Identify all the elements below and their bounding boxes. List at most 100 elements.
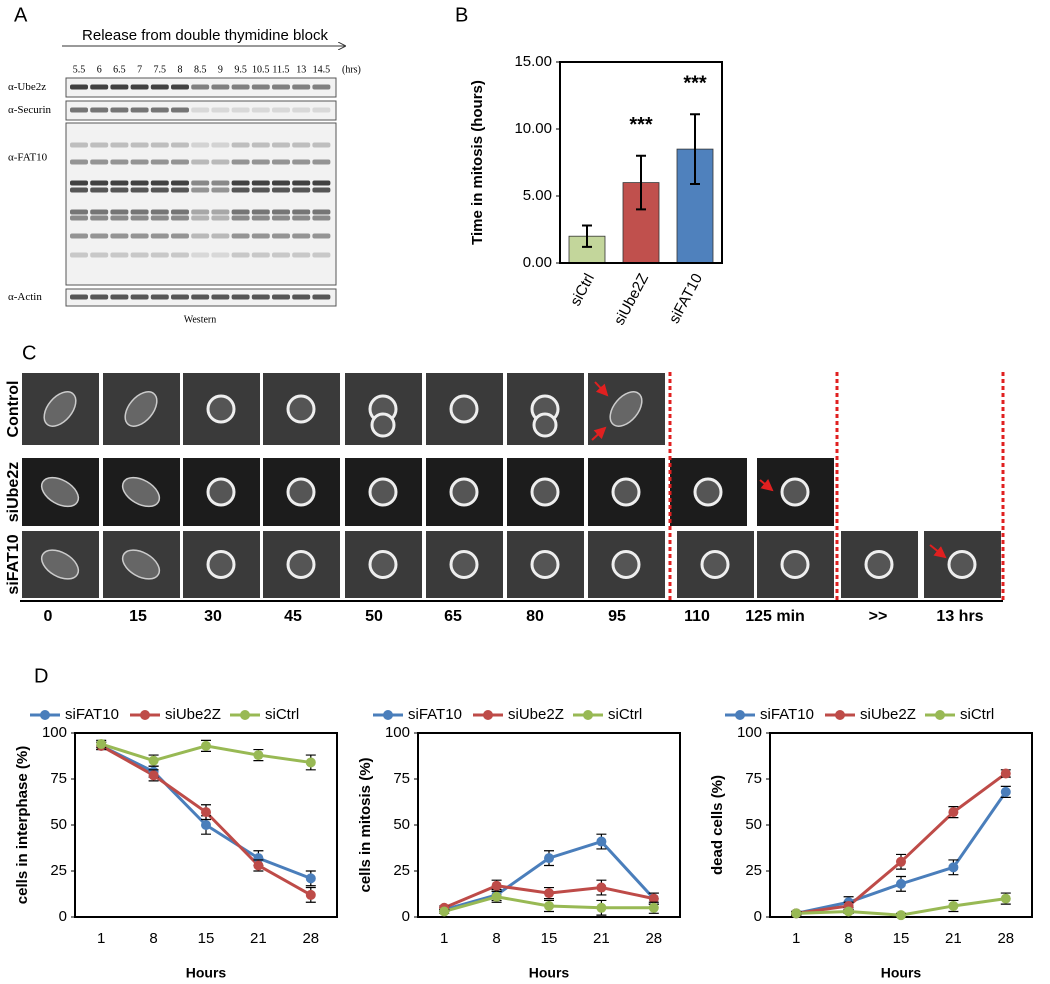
blot-band — [231, 142, 250, 148]
blot-band — [231, 84, 250, 90]
error-bar — [582, 224, 592, 248]
blot-band — [130, 187, 149, 193]
data-point — [596, 902, 607, 913]
blot-band — [231, 233, 250, 239]
blot-band — [231, 294, 250, 300]
blot-band — [90, 107, 109, 113]
blot-band — [150, 294, 169, 300]
time-label: 45 — [284, 608, 302, 625]
plot-frame — [417, 732, 681, 918]
blot-band — [251, 252, 270, 258]
data-point — [253, 860, 264, 871]
cell — [368, 550, 398, 579]
y-tick-label: 10.00 — [514, 120, 552, 137]
legend-marker — [935, 710, 945, 720]
blot-band — [251, 107, 270, 113]
blot-band — [211, 233, 230, 239]
blot-band — [130, 142, 149, 148]
blot-band — [191, 294, 210, 300]
blot-band — [110, 180, 129, 186]
blot-band — [272, 233, 290, 239]
antibody-label: α-Securin — [8, 104, 52, 116]
legend-marker — [835, 710, 845, 720]
red-arrow — [591, 426, 607, 441]
blot-band — [130, 84, 149, 90]
blot-band — [251, 159, 270, 165]
antibody-label: α-Actin — [8, 291, 42, 303]
blot-band — [130, 215, 149, 221]
blot-band — [150, 187, 169, 193]
data-point — [648, 893, 659, 904]
blot-band — [150, 107, 169, 113]
blot-band — [130, 209, 149, 215]
time-label: 0 — [44, 608, 53, 625]
data-point — [791, 908, 802, 919]
blot-band — [70, 252, 88, 258]
cell — [449, 550, 479, 579]
blot-band — [110, 187, 129, 193]
time-unit: (hrs) — [342, 64, 361, 75]
y-tick-label: 25 — [393, 862, 410, 879]
cell — [286, 394, 316, 424]
blot-band — [272, 180, 290, 186]
x-tick-label: 8 — [844, 930, 852, 947]
row-label: siUbe2z — [5, 462, 22, 522]
blot-band — [130, 107, 149, 113]
legend-label: siCtrl — [608, 706, 642, 723]
plot-frame — [559, 61, 723, 264]
blot-band — [292, 84, 311, 90]
lane-time: 9.5 — [234, 64, 247, 75]
blot-band — [150, 252, 169, 258]
blot-band — [171, 159, 189, 165]
lane-time: 6.5 — [113, 64, 126, 75]
blot-band — [312, 187, 331, 193]
y-tick-label: 0 — [754, 908, 762, 925]
data-point — [491, 880, 502, 891]
blot-band — [70, 209, 88, 215]
blot-band — [272, 209, 290, 215]
data-point — [544, 888, 554, 899]
blot-band — [110, 215, 129, 221]
legend-marker — [735, 710, 745, 720]
x-tick-label: 21 — [945, 930, 962, 947]
blot-caption: Western — [184, 314, 217, 325]
y-tick-label: 50 — [50, 816, 67, 833]
antibody-label: α-FAT10 — [8, 152, 48, 164]
legend-label: siFAT10 — [65, 706, 119, 723]
time-label: 15 — [129, 608, 147, 625]
lane-time: 5.5 — [73, 64, 86, 75]
y-tick-label: 75 — [50, 770, 67, 787]
blot-band — [231, 215, 250, 221]
blot-band — [312, 209, 331, 215]
y-tick-label: 0 — [59, 908, 67, 925]
y-tick-label: 0 — [402, 908, 410, 925]
blot-band — [312, 159, 331, 165]
y-axis-label: Time in mitosis (hours) — [469, 80, 486, 245]
y-tick-label: 75 — [745, 770, 762, 787]
legend-label: siCtrl — [265, 706, 299, 723]
legend-marker — [140, 710, 150, 720]
time-label: 65 — [444, 608, 462, 625]
blot-band — [70, 187, 88, 193]
x-tick-label: 21 — [250, 930, 267, 947]
blot-band — [150, 215, 169, 221]
panel-label: D — [34, 665, 48, 687]
y-tick-label: 0.00 — [523, 254, 552, 271]
blot-band — [251, 233, 270, 239]
blot-band — [150, 233, 169, 239]
data-point — [896, 910, 906, 921]
blot-band — [211, 187, 230, 193]
data-point — [96, 739, 107, 750]
data-point — [596, 882, 607, 893]
x-tick-label: 1 — [97, 930, 105, 947]
data-point — [544, 853, 554, 864]
cell — [121, 549, 161, 580]
blot-band — [272, 159, 290, 165]
legend-marker — [40, 710, 50, 720]
blot-band — [292, 233, 311, 239]
bar — [676, 148, 714, 264]
lane-time: 14.5 — [313, 64, 331, 75]
blot-band — [150, 209, 169, 215]
legend-label: siCtrl — [960, 706, 994, 723]
